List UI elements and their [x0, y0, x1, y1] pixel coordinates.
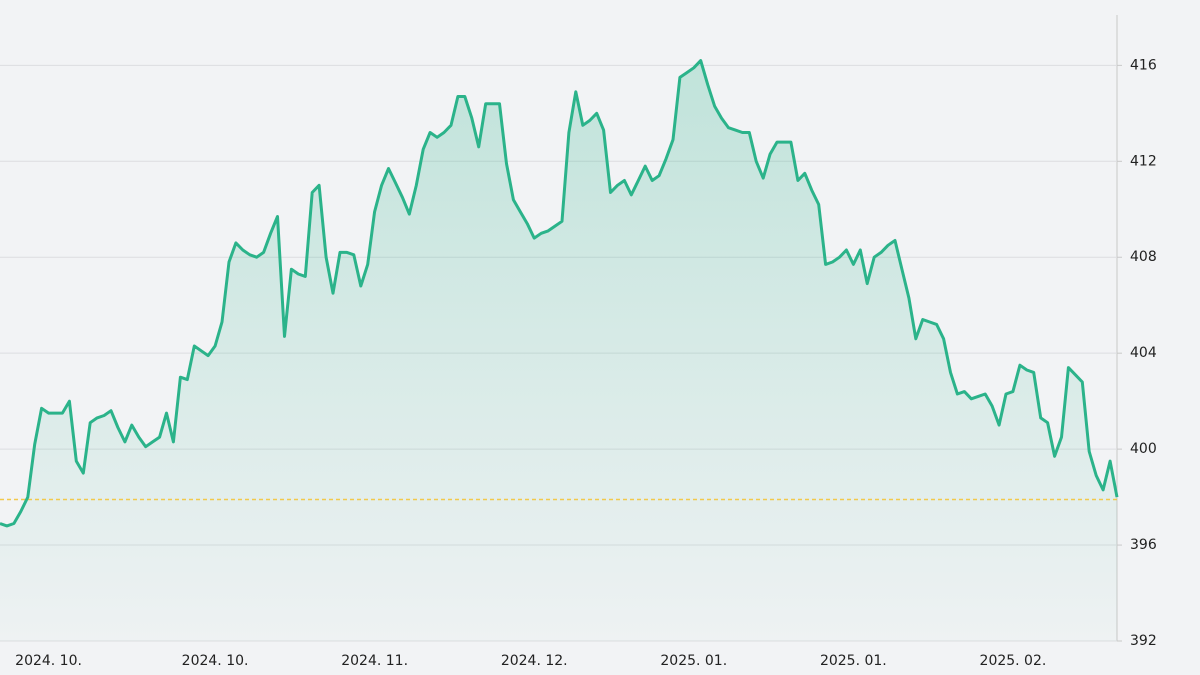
y-tick-label: 416 — [1130, 57, 1157, 73]
y-tick-label: 400 — [1130, 441, 1157, 457]
x-tick-label: 2025. 01. — [820, 653, 887, 669]
y-tick-label: 408 — [1130, 249, 1157, 265]
x-tick-label: 2024. 11. — [341, 653, 408, 669]
y-tick-label: 404 — [1130, 345, 1157, 361]
x-tick-label: 2024. 10. — [182, 653, 249, 669]
x-tick-label: 2024. 12. — [501, 653, 568, 669]
line — [0, 59, 1119, 528]
y-tick-label: 412 — [1130, 153, 1157, 169]
x-tick-label: 2025. 01. — [660, 653, 727, 669]
y-tick-label: 396 — [1130, 537, 1157, 553]
x-tick-label: 2024. 10. — [15, 653, 82, 669]
area — [0, 60, 1117, 642]
y-tick-label: 392 — [1130, 633, 1157, 649]
x-tick-label: 2025. 02. — [980, 653, 1047, 669]
